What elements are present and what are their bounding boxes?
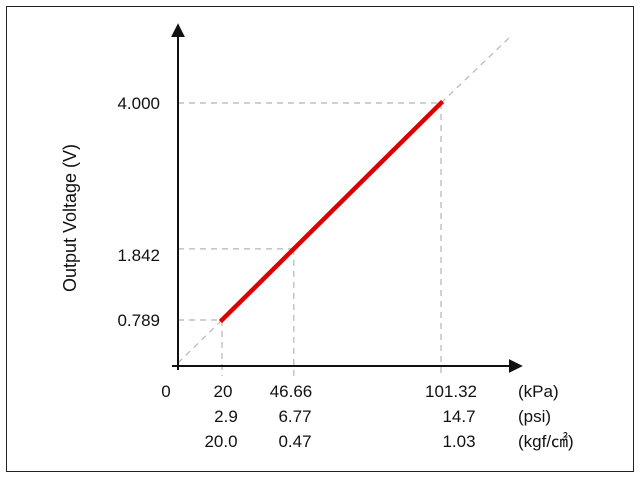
series-line [218,99,445,324]
x-unit-kpa: (kPa) [518,382,559,401]
x-tick-label-kpa: 20 [214,382,233,401]
y-tick-label: 4.000 [117,94,160,113]
x-tick-label-psi: 14.7 [442,407,475,426]
x-tick-label-kgf: 0.47 [278,432,311,451]
x-unit-kgf: (kgf/㎠) [518,432,574,451]
y-tick-label: 1.842 [117,246,160,265]
x-tick-label-kpa: 46.66 [270,382,313,401]
x-tick-label-psi: 2.9 [214,407,238,426]
origin-label: 0 [161,382,170,401]
x-tick-label-kgf: 20.0 [204,432,237,451]
dashed-extension-line-upper [440,36,511,104]
x-unit-psi: (psi) [518,407,551,426]
x-tick-label-kgf: 1.03 [442,432,475,451]
y-tick-label: 0.789 [117,311,160,330]
x-tick-label-kpa: 101.32 [425,382,477,401]
dashed-extension-line-lower [177,319,223,364]
chart-frame [6,6,634,472]
y-axis-title: Output Voltage (V) [60,144,80,292]
x-tick-label-psi: 6.77 [278,407,311,426]
